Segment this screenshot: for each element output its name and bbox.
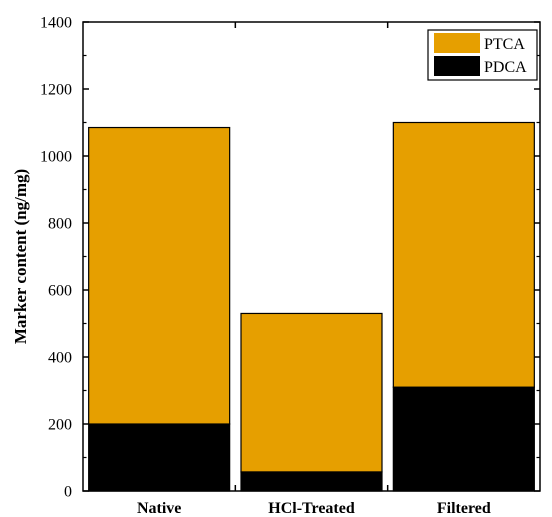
y-tick-label: 200 bbox=[48, 417, 72, 434]
bar-pdca-hcl-treated bbox=[240, 471, 383, 492]
bar-pdca-native bbox=[88, 423, 231, 492]
x-tick-label: HCl-Treated bbox=[268, 500, 355, 517]
y-tick-label: 1000 bbox=[40, 149, 72, 166]
x-tick-label: Native bbox=[137, 500, 181, 517]
labels-layer: Native HCl-Treated Filtered 0 200 400 600 800 10… bbox=[11, 15, 491, 517]
legend: PTCA PDCA bbox=[427, 29, 538, 81]
legend-label-pdca: PDCA bbox=[484, 59, 527, 76]
bar-ptca-hcl-treated bbox=[240, 312, 383, 473]
y-axis-title: Marker content (ng/mg) bbox=[11, 169, 30, 344]
y-tick-label: 1400 bbox=[40, 15, 72, 32]
bar-ptca-native bbox=[88, 126, 231, 425]
legend-swatch-ptca bbox=[434, 33, 480, 53]
bar-pdca-filtered bbox=[392, 386, 535, 492]
y-tick-label: 0 bbox=[64, 484, 72, 501]
legend-swatch-pdca bbox=[434, 56, 480, 76]
bars-layer bbox=[88, 121, 535, 492]
y-tick-label: 1200 bbox=[40, 82, 72, 99]
y-tick-label: 800 bbox=[48, 216, 72, 233]
y-tick-label: 400 bbox=[48, 350, 72, 367]
x-tick-label: Filtered bbox=[437, 500, 491, 517]
axes-layer bbox=[82, 21, 541, 492]
legend-label-ptca: PTCA bbox=[484, 36, 525, 53]
y-tick-label: 600 bbox=[48, 283, 72, 300]
bar-ptca-filtered bbox=[392, 121, 535, 388]
